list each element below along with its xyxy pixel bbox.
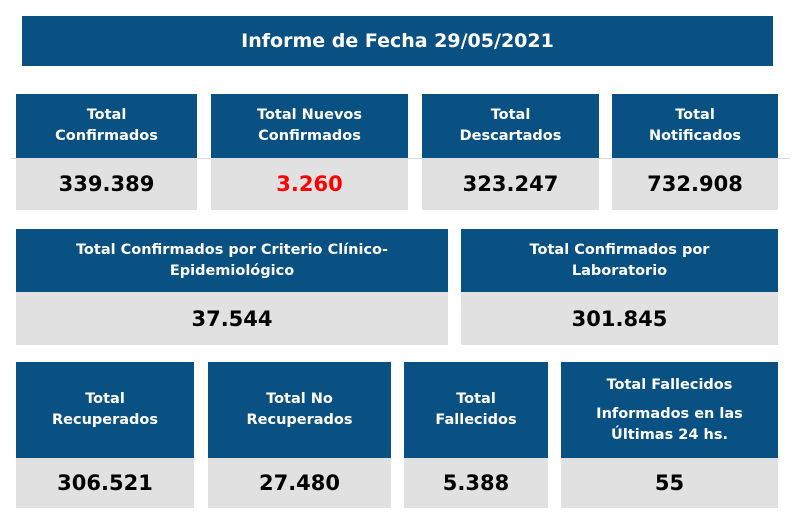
card-value: 339.389 [16, 158, 197, 210]
card-label: Total No Recuperados [246, 391, 353, 428]
card-confirmados-clinico: Total Confirmados por Criterio Clínico-E… [16, 229, 448, 345]
card-value: 5.388 [404, 458, 548, 508]
card-value: 301.845 [461, 292, 778, 345]
card-label: Total Recuperados [51, 391, 159, 428]
card-confirmados-laboratorio: Total Confirmados por Laboratorio 301.84… [461, 229, 778, 345]
card-total-no-recuperados: Total No Recuperados 27.480 [208, 362, 391, 508]
card-label: Total Confirmados por Criterio Clínico-E… [75, 241, 389, 279]
card-value: 37.544 [16, 292, 448, 345]
card-label: Total Fallecidos [435, 391, 517, 428]
card-label: Total Confirmados [55, 107, 158, 144]
card-label: Total Notificados [648, 107, 742, 144]
card-value: 732.908 [612, 158, 778, 210]
card-value: 3.260 [211, 158, 408, 210]
card-value: 27.480 [208, 458, 391, 508]
card-value: 306.521 [16, 458, 194, 508]
card-total-notificados: Total Notificados 732.908 [612, 94, 778, 210]
card-value: 323.247 [422, 158, 599, 210]
card-label: Total Descartados [459, 107, 562, 144]
card-total-confirmados: Total Confirmados 339.389 [16, 94, 197, 210]
card-value: 55 [561, 458, 778, 508]
card-total-nuevos-confirmados: Total Nuevos Confirmados 3.260 [211, 94, 408, 210]
card-label: Total Nuevos Confirmados [257, 107, 362, 144]
card-sublabel: Informados en las Últimas 24 hs. [596, 405, 743, 443]
card-label: Total Fallecidos [606, 376, 733, 393]
card-fallecidos-24hs: Total Fallecidos Informados en las Últim… [561, 362, 778, 508]
card-total-recuperados: Total Recuperados 306.521 [16, 362, 194, 508]
card-total-descartados: Total Descartados 323.247 [422, 94, 599, 210]
card-total-fallecidos: Total Fallecidos 5.388 [404, 362, 548, 508]
card-label: Total Confirmados por Laboratorio [529, 241, 710, 279]
report-title: Informe de Fecha 29/05/2021 [22, 16, 773, 66]
